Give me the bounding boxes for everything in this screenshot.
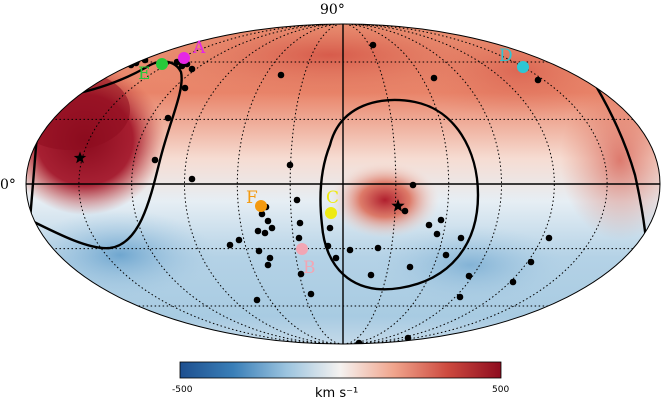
lat-label-top: 90° [320, 2, 345, 18]
object-dot [253, 296, 261, 304]
object-dot [235, 236, 243, 244]
object-dot [401, 207, 409, 215]
contour-center [319, 98, 480, 291]
point-marker-d [517, 61, 529, 73]
map-boundary [25, 23, 661, 345]
point-marker-b [296, 243, 308, 255]
object-dot [332, 254, 340, 262]
object-dot [433, 230, 441, 238]
point-label-a: A [192, 38, 206, 58]
object-dot [442, 251, 450, 259]
object-dot [286, 161, 294, 169]
object-dot [264, 261, 272, 269]
lat-label-equator: 0° [0, 177, 16, 193]
object-dot [295, 234, 303, 242]
object-dot [151, 156, 159, 164]
object-dot [261, 229, 269, 237]
star-marker-left [73, 151, 87, 164]
object-dot [188, 175, 196, 183]
meridian-line [78, 24, 325, 344]
point-marker-a [178, 52, 190, 64]
object-dot [409, 181, 417, 189]
object-dot [355, 339, 363, 344]
object-dot [437, 216, 445, 224]
star-markers [73, 151, 405, 212]
colorbar-unit-label: km s⁻¹ [315, 386, 358, 401]
object-dot [324, 242, 332, 250]
meridian-line [361, 24, 608, 344]
object-dot [178, 62, 186, 70]
velocity-field [26, 24, 660, 344]
object-dot [406, 263, 414, 271]
object-dot [226, 241, 234, 249]
meridian-line [289, 24, 340, 344]
object-dots [127, 41, 553, 344]
object-dot [254, 227, 262, 235]
object-dot [545, 234, 553, 242]
object-dot [534, 76, 542, 84]
point-label-d: D [499, 46, 513, 66]
colorbar-min-label: -500 [172, 385, 193, 395]
object-dot [277, 71, 285, 79]
meridian-line [357, 24, 555, 344]
object-dot [268, 224, 276, 232]
object-dot [296, 219, 304, 227]
object-dot [457, 234, 465, 242]
object-dot [369, 41, 377, 49]
object-dot [430, 74, 438, 82]
object-dot [456, 293, 464, 301]
colorbar-gradient [179, 361, 502, 379]
meridian-line [131, 24, 329, 344]
point-marker-e [156, 58, 168, 70]
meridian-line [346, 24, 397, 344]
object-dot [297, 270, 305, 278]
object-dot [465, 272, 473, 280]
point-marker-f [255, 200, 267, 212]
object-dot [181, 84, 189, 92]
object-dot [509, 278, 517, 286]
object-dot [404, 334, 412, 342]
object-dot [527, 258, 535, 266]
object-dot [346, 246, 354, 254]
star-marker-center [391, 199, 405, 212]
contour-left [28, 60, 183, 250]
object-dot [425, 221, 433, 229]
named-points: A E D F C B [138, 38, 529, 278]
object-dot [258, 210, 266, 218]
point-label-f: F [246, 188, 258, 208]
object-dot [266, 254, 274, 262]
point-label-c: C [326, 188, 339, 208]
object-dot [326, 224, 334, 232]
object-dot [255, 247, 263, 255]
point-label-e: E [138, 64, 150, 84]
object-dot [264, 217, 272, 225]
colorbar: -500 500 km s⁻¹ [172, 361, 509, 401]
object-dot [164, 114, 172, 122]
object-dot [374, 244, 382, 252]
object-dot [307, 290, 315, 298]
point-label-b: B [303, 258, 316, 278]
object-dot [188, 65, 196, 73]
colorbar-max-label: 500 [492, 385, 509, 395]
object-dot [367, 271, 375, 279]
object-dot [293, 196, 301, 204]
point-marker-c [325, 207, 337, 219]
